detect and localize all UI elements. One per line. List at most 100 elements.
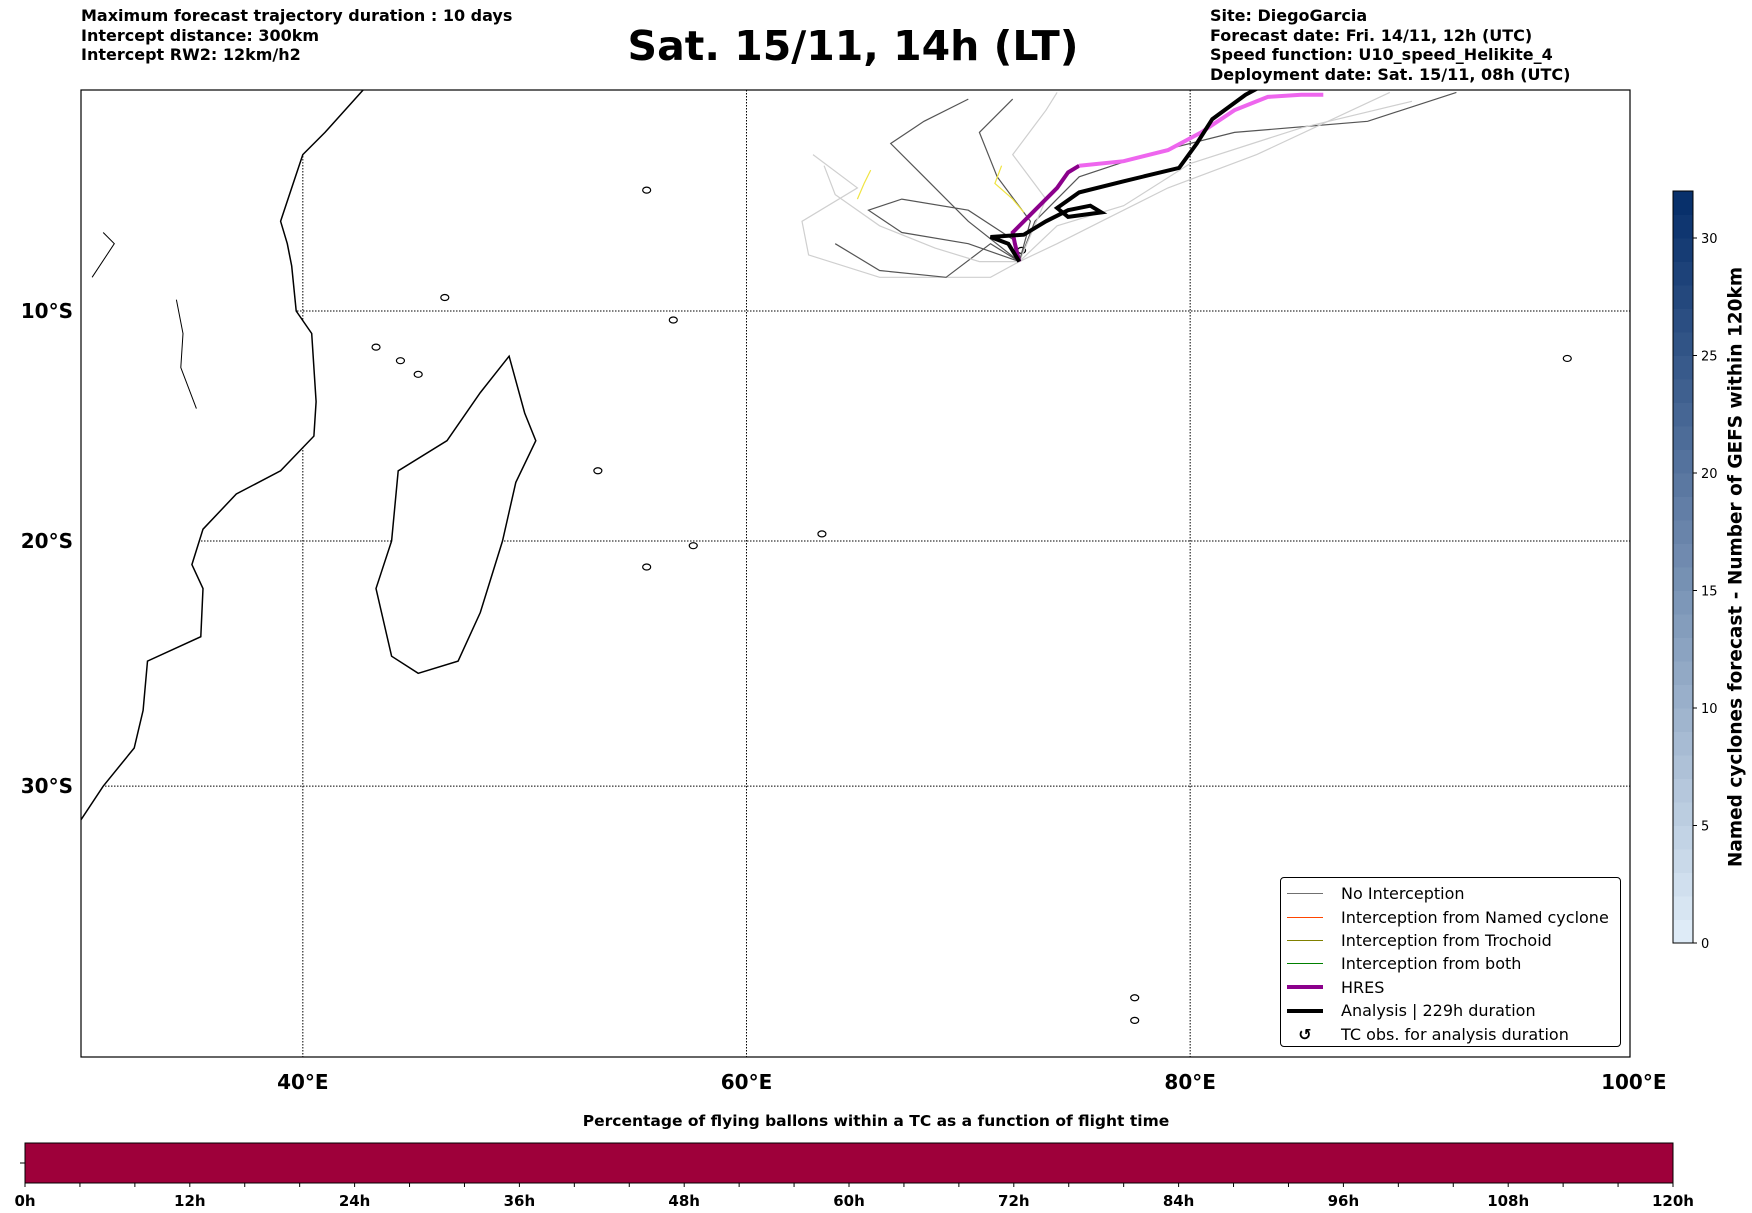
legend-label: Interception from Trochoid: [1341, 930, 1552, 950]
colorbar-right-tick-label: 25: [1701, 350, 1718, 365]
trajectory-no-interception: [1018, 91, 1457, 262]
lake-malawi: [175, 299, 197, 409]
lat-tick-label: 10°S: [21, 299, 73, 323]
island: [395, 357, 406, 365]
header-left: Maximum forecast trajectory duration : 1…: [81, 6, 512, 65]
island: [642, 186, 652, 194]
legend-label: No Interception: [1341, 884, 1465, 904]
colorbar-right-segment: [1673, 238, 1693, 262]
colorbar-right-segment: [1673, 214, 1693, 239]
colorbar-right-segment: [1673, 849, 1693, 873]
trajectory-no-interception: [834, 242, 1020, 278]
legend-swatch: [1287, 916, 1323, 918]
lon-tick-label: 60°E: [721, 1070, 773, 1094]
colorbar-right-tick-label: 30: [1701, 232, 1718, 247]
legend-swatch: [1287, 985, 1323, 990]
legend-item: HRES: [1281, 976, 1620, 999]
colorbar-right-label: Named cyclones forecast - Number of GEFS…: [1725, 266, 1747, 868]
max-duration-text: Maximum forecast trajectory duration : 1…: [81, 6, 513, 25]
colorbar-bottom-tick-label: 36h: [504, 1192, 536, 1210]
legend-label: Analysis | 229h duration: [1341, 1001, 1536, 1021]
colorbar-right-segment: [1673, 778, 1693, 803]
colorbar-right-segment: [1673, 567, 1693, 591]
colorbar-bottom-tick-label: 72h: [998, 1192, 1030, 1210]
colorbar-bottom: [24, 1142, 1674, 1184]
colorbar-right-segment: [1673, 332, 1693, 356]
colorbar-right-segment: [1673, 708, 1693, 732]
legend: No Interception Interception from Named c…: [1280, 877, 1621, 1047]
legend-item: Interception from Trochoid: [1281, 929, 1620, 952]
header-right: Site: DiegoGarcia Forecast date: Fri. 14…: [1210, 6, 1570, 84]
island: [413, 370, 423, 378]
colorbar-right-segment: [1673, 731, 1693, 756]
colorbar-bottom-tick-label: 48h: [668, 1192, 700, 1210]
colorbar-right-segment: [1673, 872, 1693, 897]
colorbar-right: [1672, 190, 1694, 944]
trajectory-no-interception: [867, 198, 1020, 263]
forecast-date-text: Forecast date: Fri. 14/11, 12h (UTC): [1210, 25, 1533, 45]
colorbar-right-segment: [1673, 661, 1693, 685]
colorbar-right-segment: [1673, 896, 1693, 920]
colorbar-right-segment: [1673, 496, 1693, 521]
colorbar-bottom-tick-label: 84h: [1163, 1192, 1195, 1210]
colorbar-right-segment: [1673, 426, 1693, 450]
coastline-madagascar: [375, 354, 537, 675]
trajectory-no-interception: [1019, 91, 1391, 263]
lon-tick-label: 80°E: [1164, 1070, 1216, 1094]
island: [642, 563, 652, 571]
legend-swatch: [1287, 1008, 1323, 1013]
colorbar-right-segment: [1673, 520, 1693, 544]
colorbar-bottom-title: Percentage of flying ballons within a TC…: [582, 1112, 1170, 1130]
colorbar-right-segment: [1673, 379, 1693, 403]
tc-track: [994, 165, 1025, 213]
lat-tick-label: 20°S: [21, 529, 73, 553]
intercept-distance-text: Intercept distance: 300km: [81, 25, 320, 45]
colorbar-right-segment: [1673, 637, 1693, 662]
colorbar-right-segment: [1673, 449, 1693, 474]
colorbar-bottom-tick-label: 12h: [174, 1192, 206, 1210]
legend-label: Interception from both: [1341, 954, 1522, 974]
island: [593, 467, 603, 475]
island: [1562, 354, 1572, 363]
trajectory-no-interception: [889, 98, 1020, 263]
legend-item: Analysis | 229h duration: [1281, 999, 1620, 1022]
cyclone-icon: ↺: [1298, 1024, 1312, 1044]
legend-item: Interception from both: [1281, 952, 1620, 975]
trajectory-no-interception: [801, 154, 1020, 278]
lake-tanganyika: [91, 232, 115, 278]
colorbar-bottom-tick-label: 60h: [833, 1192, 865, 1210]
lon-tick-label: 40°E: [277, 1070, 329, 1094]
colorbar-right-segment: [1673, 261, 1693, 286]
colorbar-right-segment: [1673, 355, 1693, 380]
page-title: Sat. 15/11, 14h (LT): [627, 22, 1079, 70]
island: [1130, 1016, 1140, 1024]
colorbar-right-segment: [1673, 919, 1693, 944]
colorbar-bottom-tick-label: 108h: [1487, 1192, 1529, 1210]
island: [668, 316, 678, 324]
colorbar-right-segment: [1673, 402, 1693, 427]
map-frame: [80, 89, 1631, 1058]
colorbar-right-segment: [1673, 285, 1693, 309]
hres-trajectory-late: [1078, 92, 1324, 168]
island: [440, 293, 450, 302]
colorbar-right-tick-label: 15: [1701, 585, 1718, 600]
colorbar-bottom-tick-label: 24h: [339, 1192, 371, 1210]
legend-swatch: [1287, 893, 1323, 895]
map-content: [81, 90, 1630, 1057]
island: [1130, 994, 1140, 1002]
colorbar-right-segment: [1673, 308, 1693, 333]
colorbar-right-segment: [1673, 590, 1693, 615]
colorbar-right-tick-label: 20: [1701, 467, 1718, 482]
trajectory-no-interception: [823, 165, 1020, 263]
analysis-trajectory: [989, 90, 1259, 263]
intercept-rw2-text: Intercept RW2: 12km/h2: [81, 45, 301, 64]
trajectory-no-interception: [1018, 100, 1413, 263]
speed-function-text: Speed function: U10_speed_Helikite_4: [1210, 45, 1553, 64]
hres-trajectory: [1010, 163, 1081, 263]
legend-item: Interception from Named cyclone: [1281, 905, 1620, 928]
legend-label: Interception from Named cyclone: [1341, 907, 1609, 927]
colorbar-bottom-tick-label: 120h: [1652, 1192, 1694, 1210]
colorbar-right-tick-label: 5: [1701, 820, 1709, 835]
legend-label: HRES: [1341, 977, 1385, 997]
